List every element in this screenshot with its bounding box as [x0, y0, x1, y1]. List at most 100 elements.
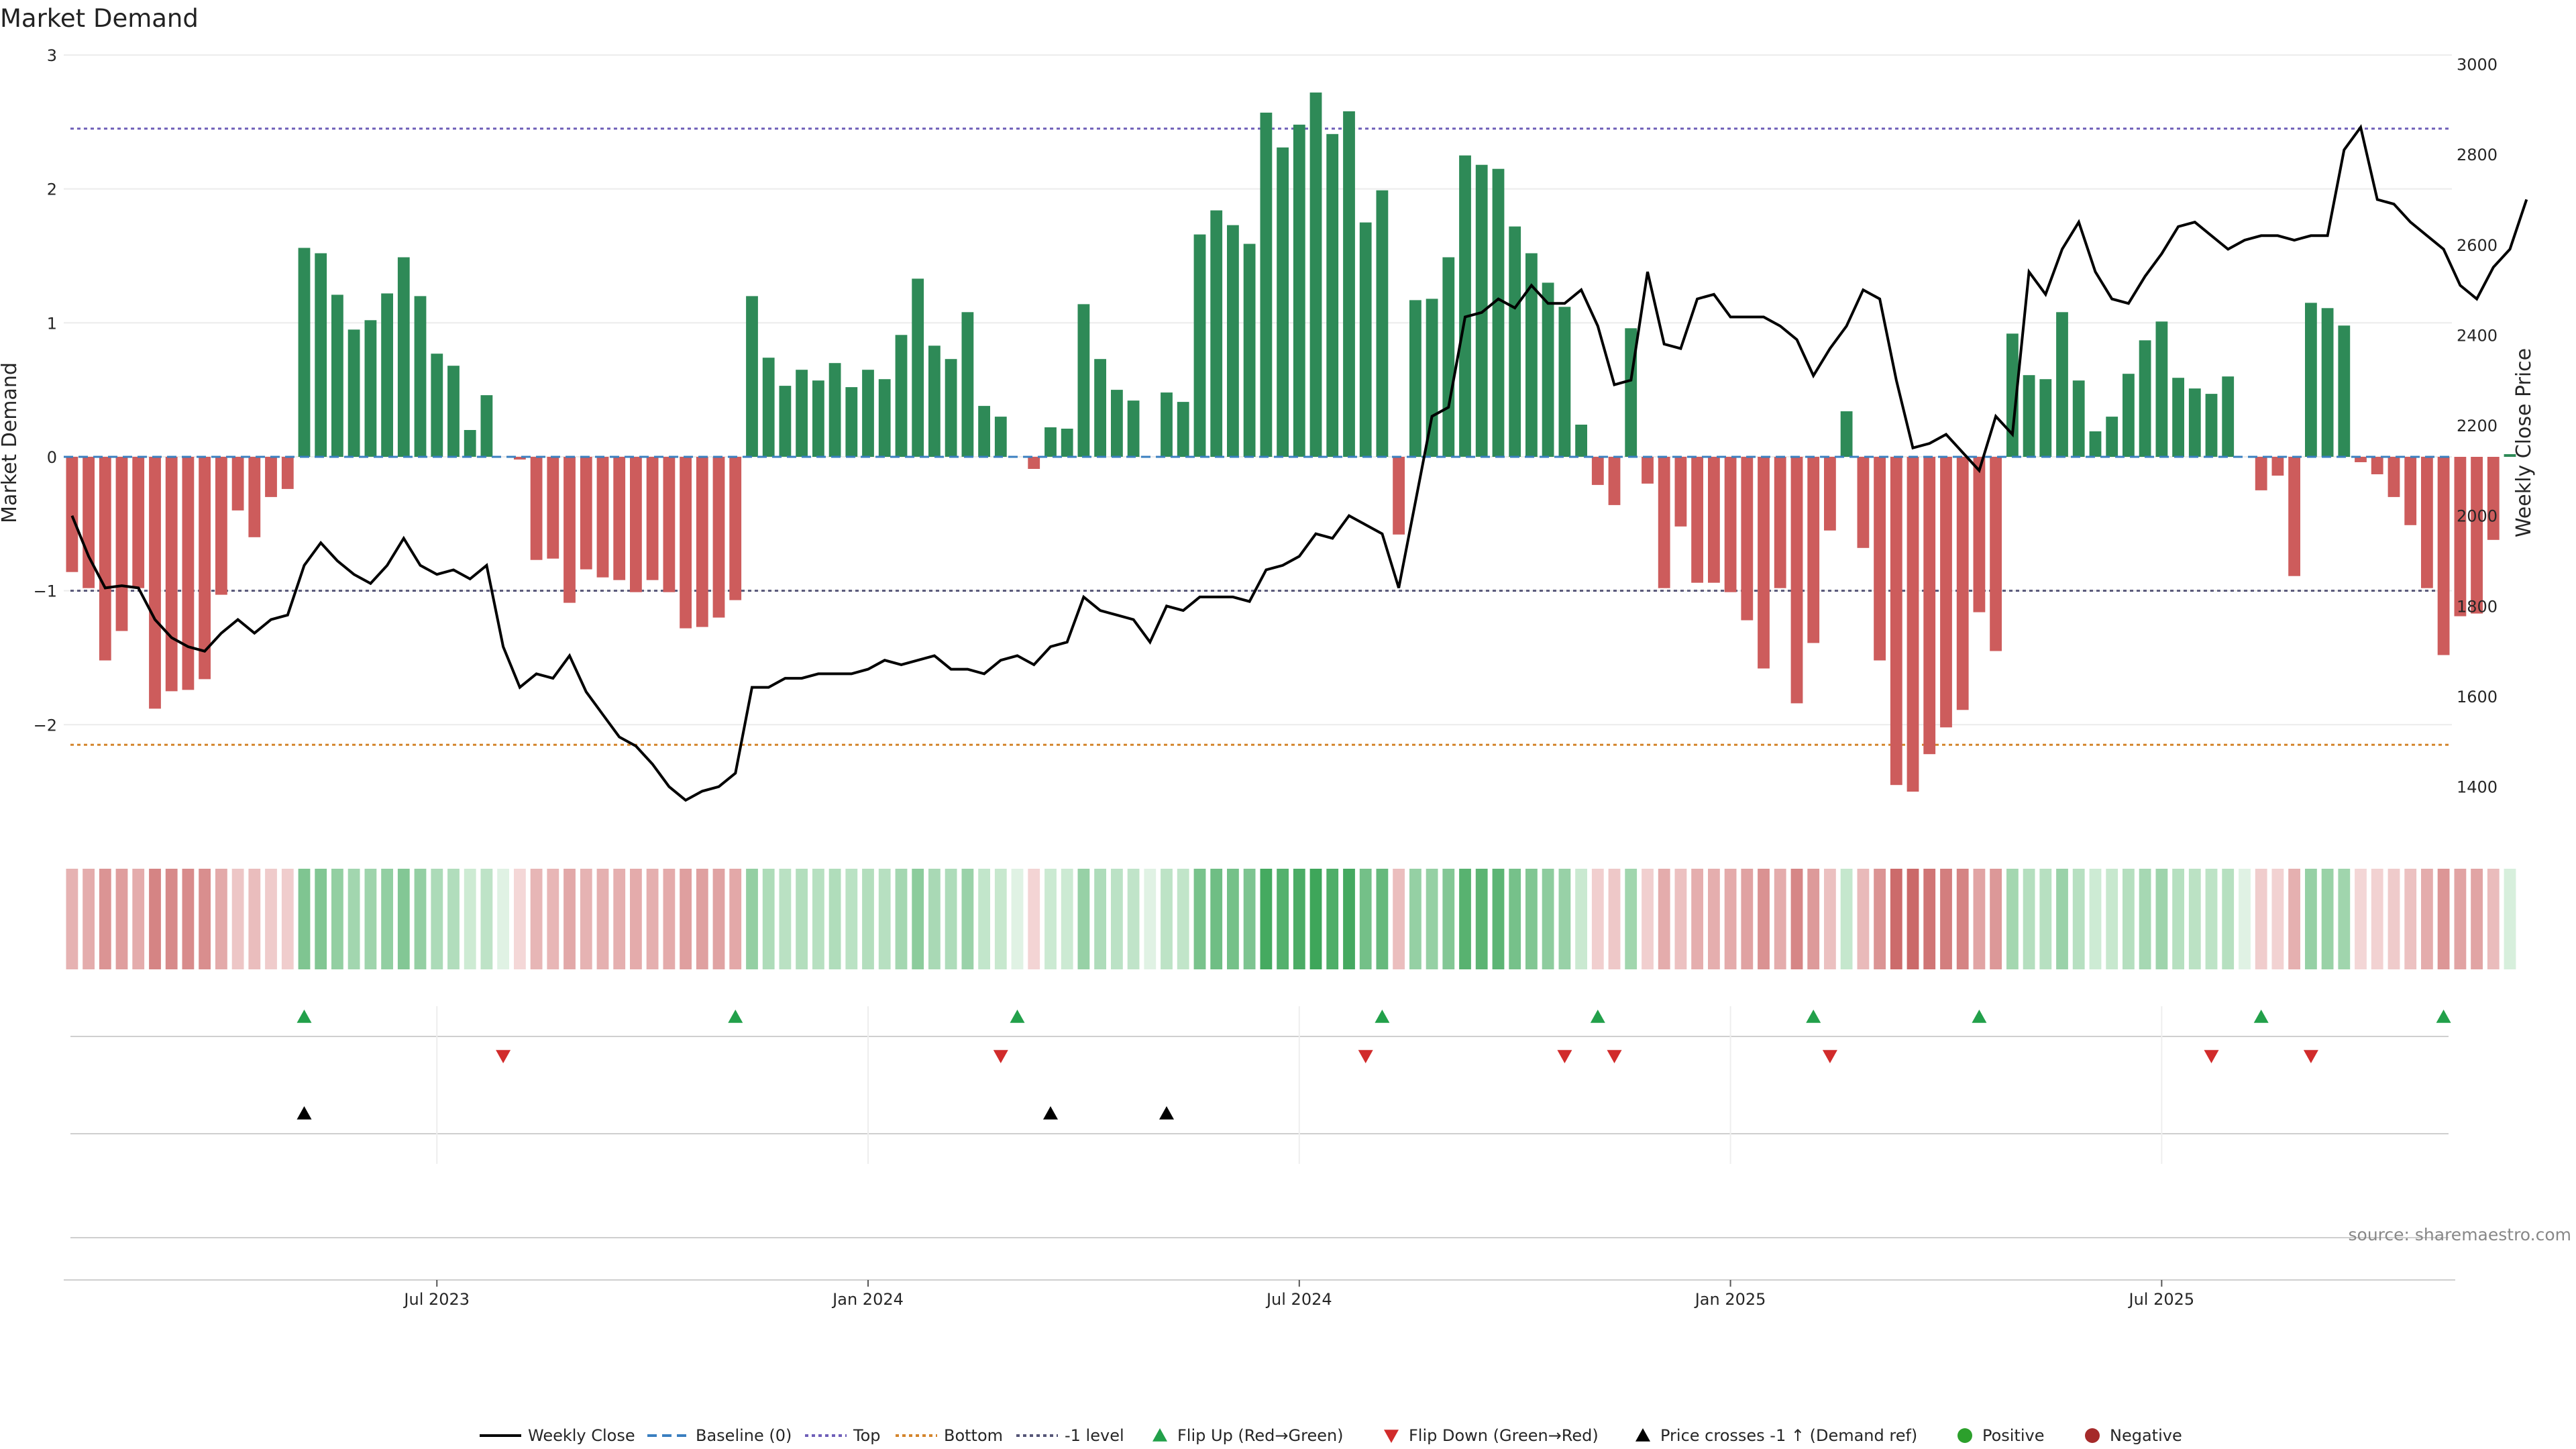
- demand-bar-145: [2471, 457, 2483, 614]
- heat-cell-115: [1973, 869, 1986, 969]
- demand-bar-117: [2006, 333, 2019, 457]
- heat-cell-102: [1758, 869, 1770, 969]
- demand-bar-108: [1857, 457, 1870, 548]
- demand-bar-39: [712, 457, 725, 618]
- heat-cell-141: [2404, 869, 2417, 969]
- heat-cell-123: [2106, 869, 2118, 969]
- demand-bar-130: [2222, 376, 2235, 457]
- heat-cell-85: [1475, 869, 1488, 969]
- demand-bar-22: [431, 354, 443, 457]
- heat-cell-66: [1161, 869, 1173, 969]
- flip-down-marker-1: [993, 1050, 1008, 1063]
- demand-bar-90: [1558, 307, 1571, 457]
- demand-bar-142: [2421, 457, 2433, 588]
- demand-bar-15: [315, 253, 327, 457]
- demand-bar-4: [132, 457, 145, 588]
- demand-bar-76: [1326, 133, 1339, 458]
- demand-bar-92: [1591, 457, 1604, 485]
- demand-bar-28: [530, 457, 543, 560]
- demand-bar-13: [281, 457, 294, 489]
- heat-cell-21: [414, 869, 427, 969]
- heat-cell-107: [1840, 869, 1853, 969]
- demand-bar-126: [2155, 321, 2168, 457]
- demand-bar-32: [596, 457, 609, 578]
- demand-bar-48: [862, 370, 874, 457]
- demand-bar-136: [2321, 308, 2334, 457]
- flip-up-markers: [297, 1010, 2451, 1023]
- heat-cell-42: [762, 869, 775, 969]
- heat-cell-94: [1625, 869, 1638, 969]
- demand-bar-8: [199, 457, 211, 680]
- left-tick-label-0: 3: [47, 46, 57, 65]
- heat-cell-146: [2487, 869, 2500, 969]
- demand-bar-37: [680, 457, 692, 629]
- heat-cell-41: [746, 869, 758, 969]
- demand-bar-70: [1227, 225, 1239, 457]
- heat-cell-71: [1243, 869, 1256, 969]
- demand-bar-140: [2387, 457, 2400, 497]
- heat-cell-135: [2305, 869, 2317, 969]
- heat-cell-60: [1061, 869, 1073, 969]
- heat-cell-55: [978, 869, 990, 969]
- demand-bar-115: [1973, 457, 1986, 612]
- left-tick-label-1: 2: [47, 180, 57, 199]
- heat-cell-130: [2222, 869, 2235, 969]
- demand-bar-84: [1459, 155, 1471, 457]
- demand-bar-38: [696, 457, 708, 627]
- heat-cell-101: [1741, 869, 1754, 969]
- left-tick-label-3: 0: [47, 448, 57, 467]
- demand-bar-137: [2338, 325, 2351, 457]
- demand-bar-69: [1210, 210, 1223, 457]
- heat-cell-43: [779, 869, 792, 969]
- heat-cell-127: [2172, 869, 2184, 969]
- heat-cell-142: [2421, 869, 2433, 969]
- heat-cell-74: [1293, 869, 1305, 969]
- demand-bar-119: [2039, 379, 2052, 457]
- flip-up-marker-3: [1375, 1010, 1390, 1023]
- heat-cell-145: [2471, 869, 2483, 969]
- demand-bar-138: [2355, 457, 2367, 462]
- heat-cell-97: [1674, 869, 1687, 969]
- heat-cell-23: [447, 869, 460, 969]
- demand-bar-60: [1061, 429, 1073, 457]
- heat-cell-30: [564, 869, 576, 969]
- heat-cell-36: [663, 869, 676, 969]
- demand-bar-5: [149, 457, 161, 709]
- heat-cell-112: [1923, 869, 1936, 969]
- heat-cell-106: [1824, 869, 1836, 969]
- left-tick-label-4: −1: [34, 582, 57, 601]
- demand-bar-100: [1724, 457, 1737, 592]
- heat-cell-118: [2023, 869, 2035, 969]
- flip-up-marker-6: [1972, 1010, 1987, 1023]
- demand-bar-106: [1824, 457, 1836, 531]
- price-cross-marker-0: [297, 1106, 312, 1120]
- heat-cell-26: [497, 869, 509, 969]
- demand-bar-116: [1990, 457, 2002, 651]
- heat-cell-8: [199, 869, 211, 969]
- heat-cell-65: [1144, 869, 1157, 969]
- right-tick-label-5: 2000: [2457, 507, 2498, 526]
- left-tick-label-5: −2: [34, 716, 57, 735]
- heat-cell-9: [215, 869, 227, 969]
- heat-cell-138: [2355, 869, 2367, 969]
- heat-cell-22: [431, 869, 443, 969]
- demand-bar-59: [1044, 427, 1057, 457]
- demand-bar-121: [2072, 380, 2085, 457]
- heat-cell-96: [1658, 869, 1670, 969]
- demand-bar-64: [1127, 400, 1140, 457]
- heat-cell-10: [231, 869, 244, 969]
- flip-down-marker-6: [2204, 1050, 2219, 1063]
- heat-cell-95: [1642, 869, 1654, 969]
- heat-cell-33: [613, 869, 626, 969]
- legend-swatch-6: [1384, 1430, 1399, 1443]
- y-axis-label-right: Weekly Close Price: [2512, 348, 2536, 537]
- demand-bar-55: [978, 406, 990, 457]
- heat-cell-12: [265, 869, 277, 969]
- chart-title: Market Demand: [0, 4, 199, 33]
- flip-up-marker-7: [2253, 1010, 2269, 1023]
- heat-cell-92: [1591, 869, 1604, 969]
- demand-bar-41: [746, 296, 758, 457]
- demand-bar-113: [1940, 457, 1952, 728]
- demand-bar-10: [231, 457, 244, 511]
- heat-cell-34: [630, 869, 642, 969]
